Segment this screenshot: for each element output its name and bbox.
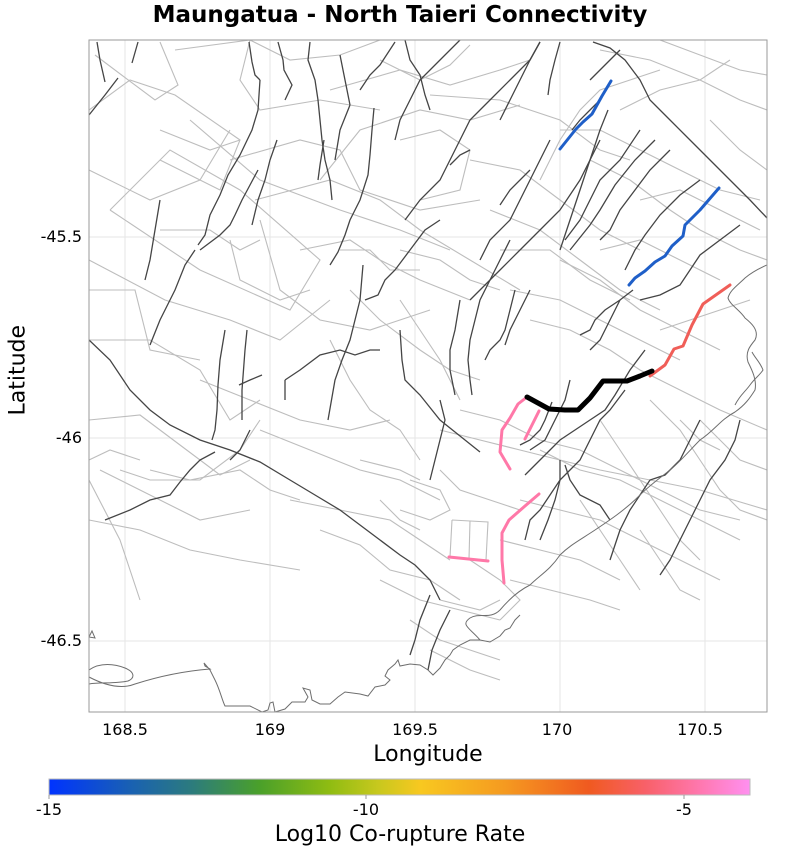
x-tick-label: 170.5 xyxy=(677,720,723,739)
y-axis-label: Latitude xyxy=(5,324,31,416)
segment-pink-2 xyxy=(523,409,541,441)
fault-patch-outlines xyxy=(89,40,767,681)
colorbar-tick-label: -5 xyxy=(676,800,692,819)
segment-pink-4 xyxy=(447,555,490,563)
segment-blue-1 xyxy=(558,79,613,151)
y-tick-label: -46.5 xyxy=(40,631,82,650)
chart-title: Maungatua - North Taieri Connectivity xyxy=(152,2,648,28)
colorbar-label: Log10 Co-rupture Rate xyxy=(274,822,526,847)
x-tick-label: 170 xyxy=(541,720,573,739)
x-axis-label: Longitude xyxy=(373,742,483,767)
plot-frame xyxy=(88,39,768,713)
segment-blue-2 xyxy=(627,186,721,287)
colorbar-tick-label: -10 xyxy=(352,800,380,819)
y-tick-label: -46 xyxy=(55,428,82,447)
colorbar-gradient xyxy=(48,778,751,796)
segment-red-1 xyxy=(648,283,732,378)
y-tick-label: -45.5 xyxy=(40,227,82,246)
x-tick-label: 169.5 xyxy=(392,720,438,739)
co-rupture-segments xyxy=(447,79,732,585)
colorbar-tick-label: -15 xyxy=(35,800,63,819)
x-tick-label: 169 xyxy=(254,720,286,739)
segment-pink-3 xyxy=(500,492,541,585)
fault-traces xyxy=(89,40,767,671)
x-tick-label: 168.5 xyxy=(102,720,148,739)
plot-grid xyxy=(89,40,767,712)
segment-pink-1 xyxy=(498,395,529,471)
target-fault-maungatua-north-taieri xyxy=(524,368,655,413)
coastline xyxy=(89,264,767,712)
